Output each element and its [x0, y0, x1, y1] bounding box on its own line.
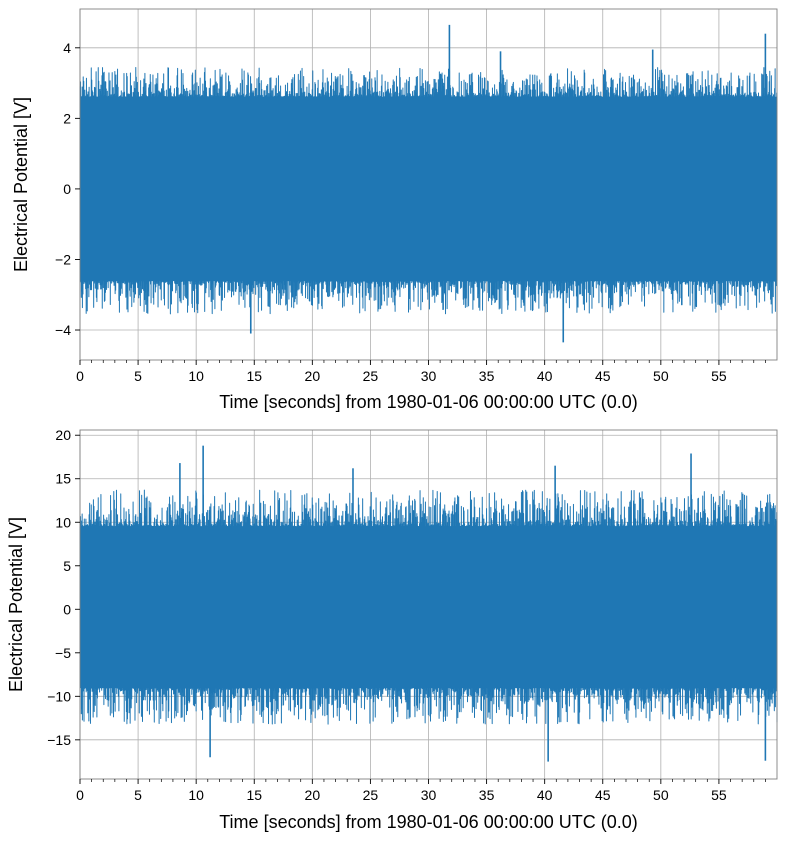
x-tick-label: 35 [479, 787, 495, 803]
x-tick-label: 15 [246, 787, 262, 803]
x-tick-label: 25 [363, 787, 379, 803]
signal-trace [79, 67, 778, 315]
x-tick-label: 30 [421, 787, 437, 803]
x-tick-label: 55 [711, 787, 727, 803]
x-tick-label: 35 [479, 368, 495, 384]
x-tick-label: 15 [246, 368, 262, 384]
x-tick-label: 0 [76, 368, 84, 384]
x-tick-label: 10 [188, 368, 204, 384]
y-tick-label: −2 [55, 251, 71, 267]
x-tick-label: 25 [363, 368, 379, 384]
chart-panel-bottom: 0 5 10 15 20 25 30 35 40 45 50 55 −15 −10 −5 0 5 10 15 20 El… [6, 427, 778, 832]
y-axis-label-bottom: Electrical Potential [V] [6, 517, 26, 692]
x-axis-label-top: Time [seconds] from 1980-01-06 00:00:00 … [219, 392, 638, 412]
y-tick-label: −15 [47, 732, 71, 748]
y-tick-label: 15 [55, 471, 71, 487]
x-tick-label: 40 [537, 787, 553, 803]
y-tick-label: 5 [63, 558, 71, 574]
y-tick-label: 20 [55, 427, 71, 443]
x-tick-label: 0 [76, 787, 84, 803]
x-tick-label: 55 [711, 368, 727, 384]
signal-trace [79, 489, 778, 725]
x-tick-label: 50 [653, 787, 669, 803]
y-tick-label: 10 [55, 514, 71, 530]
x-axis-label-bottom: Time [seconds] from 1980-01-06 00:00:00 … [219, 812, 638, 832]
y-tick-label: −10 [47, 688, 71, 704]
y-tick-label: 0 [63, 181, 71, 197]
x-tick-label: 40 [537, 368, 553, 384]
y-tick-label: 0 [63, 601, 71, 617]
x-tick-label: 45 [595, 368, 611, 384]
x-tick-label: 10 [188, 787, 204, 803]
x-tick-label: 45 [595, 787, 611, 803]
y-tick-label: −4 [55, 322, 71, 338]
x-tick-label: 50 [653, 368, 669, 384]
y-tick-label: 4 [63, 40, 71, 56]
x-tick-label: 30 [421, 368, 437, 384]
y-axis-label-top: Electrical Potential [V] [11, 97, 31, 272]
x-tick-label: 20 [305, 787, 321, 803]
chart-panel-top: 0 5 10 15 20 25 30 35 40 45 50 55 −4 −2 0 2 4 Electrical … [11, 8, 778, 412]
x-tick-label: 5 [134, 368, 142, 384]
y-tick-label: 2 [63, 110, 71, 126]
y-tick-label: −5 [55, 645, 71, 661]
x-tick-label: 5 [134, 787, 142, 803]
x-tick-label: 20 [305, 368, 321, 384]
